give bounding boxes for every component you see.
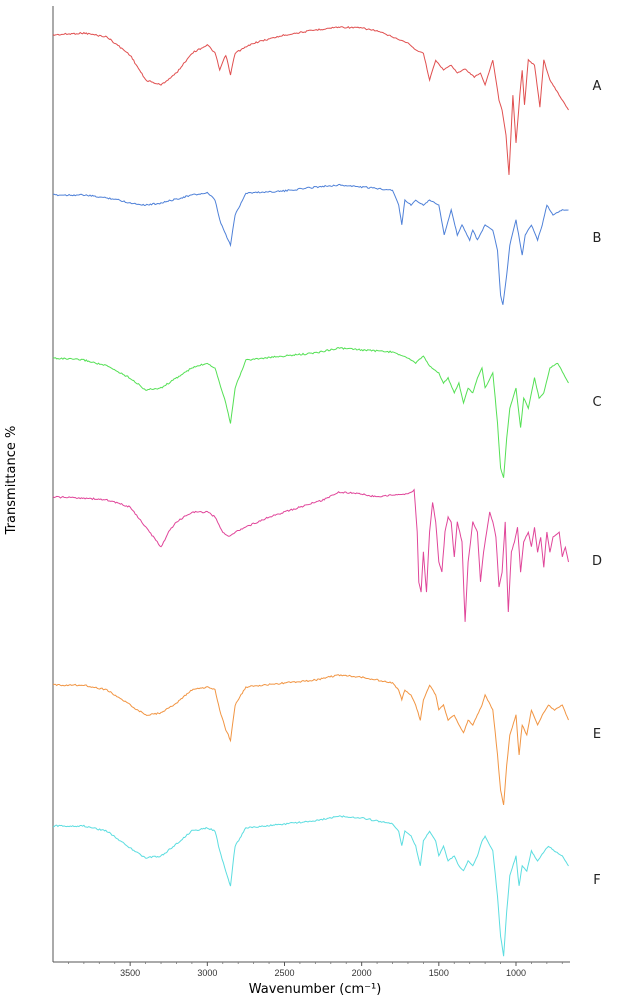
series-label-a: A xyxy=(593,79,602,94)
series-label-f: F xyxy=(593,873,600,888)
series-line-c xyxy=(52,347,569,478)
x-tick-label: 1500 xyxy=(429,968,449,978)
series-label-e: E xyxy=(593,727,601,742)
series-label-d: D xyxy=(592,554,602,569)
series-line-f xyxy=(52,815,569,957)
series-line-d xyxy=(52,488,569,622)
x-axis-ticks: 3500 3000 2500 2000 1500 1000 xyxy=(68,962,563,978)
x-tick-label: 2500 xyxy=(274,968,294,978)
series-label-b: B xyxy=(593,231,602,246)
series-line-a xyxy=(52,26,569,175)
y-axis-title: Transmittance % xyxy=(4,426,19,536)
x-tick-label: 1000 xyxy=(506,968,526,978)
series-layer xyxy=(52,26,569,957)
series-line-e xyxy=(52,674,569,806)
x-tick-label: 3500 xyxy=(120,968,140,978)
x-axis-title: Wavenumber (cm⁻¹) xyxy=(249,982,382,997)
series-line-b xyxy=(52,183,569,305)
x-tick-label: 3000 xyxy=(197,968,217,978)
x-tick-label: 2000 xyxy=(352,968,372,978)
series-labels: A B C D E F xyxy=(592,79,602,888)
series-label-c: C xyxy=(592,395,601,410)
